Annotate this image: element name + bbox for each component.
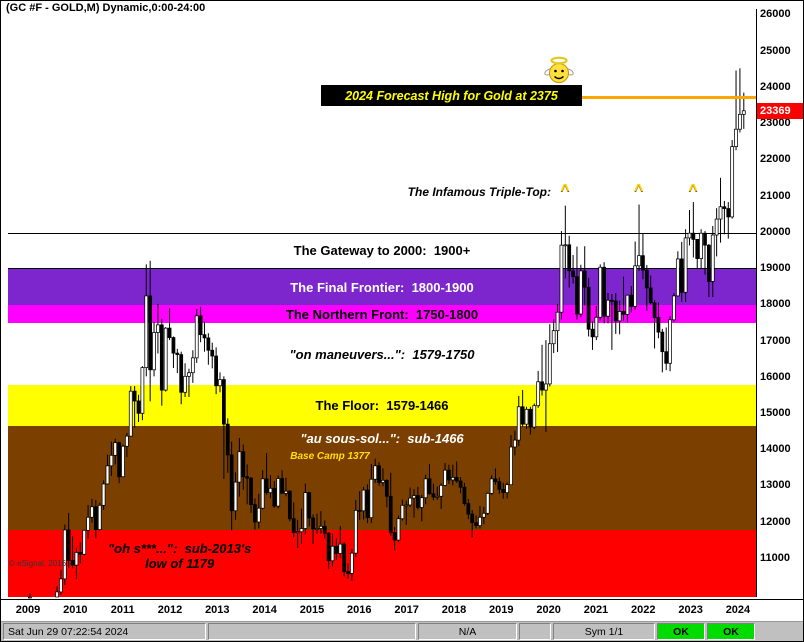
y-tick-label: 19000 bbox=[760, 262, 791, 275]
x-axis: 2009 2010 2011 2012 2013 2014 2015 2016 2017 2018… bbox=[1, 599, 803, 621]
triple-top-label: The Infamous Triple-Top: bbox=[407, 185, 551, 199]
x-year-label: 2017 bbox=[394, 604, 419, 616]
y-tick-label: 25000 bbox=[760, 44, 791, 57]
status-bar: Sat Jun 29 07:22:54 2024 N/A Sym 1/1 OK … bbox=[1, 621, 803, 641]
last-price-label: 23369 bbox=[757, 102, 803, 119]
y-tick-label: 13000 bbox=[760, 479, 791, 492]
band-oh-s bbox=[8, 530, 756, 597]
x-year-label: 2022 bbox=[631, 604, 656, 616]
x-year-label: 2023 bbox=[678, 604, 703, 616]
x-year-label: 2021 bbox=[583, 604, 609, 616]
x-year-label: 2015 bbox=[299, 604, 325, 616]
y-tick-label: 18000 bbox=[760, 298, 791, 311]
x-year-label: 2010 bbox=[63, 604, 88, 616]
y-tick-label: 16000 bbox=[760, 370, 791, 383]
x-year-label: 2012 bbox=[157, 604, 183, 616]
y-tick-label: 15000 bbox=[760, 407, 791, 419]
y-tick-label: 26000 bbox=[760, 8, 791, 21]
x-year-label: 2013 bbox=[205, 604, 230, 616]
status-ok-button-1[interactable]: OK bbox=[657, 623, 705, 640]
status-spacer-2 bbox=[519, 623, 551, 640]
y-tick-label: 17000 bbox=[760, 334, 791, 347]
band-floor bbox=[8, 385, 756, 427]
candles-group bbox=[28, 68, 746, 599]
y-tick-label: 24000 bbox=[760, 80, 791, 93]
y-tick-label: 11000 bbox=[760, 551, 790, 564]
band-gateway bbox=[8, 232, 756, 270]
base-camp-label: Base Camp 1377 bbox=[290, 450, 370, 462]
y-tick-label: 21000 bbox=[760, 189, 791, 202]
x-year-label: 2011 bbox=[110, 604, 135, 616]
status-na-field: N/A bbox=[418, 623, 517, 640]
y-tick-label: 12000 bbox=[760, 515, 791, 528]
status-spacer-1 bbox=[208, 623, 416, 640]
x-year-label: 2009 bbox=[15, 604, 41, 616]
y-tick-label: 14000 bbox=[760, 443, 791, 456]
band-au-sous-sol bbox=[8, 426, 756, 531]
x-year-label: 2014 bbox=[252, 604, 277, 616]
band-on-maneuvers bbox=[8, 323, 756, 386]
y-tick-label: 23000 bbox=[760, 117, 791, 130]
y-axis-line bbox=[756, 9, 757, 597]
forecast-line bbox=[578, 95, 757, 99]
x-year-label: 2020 bbox=[536, 604, 561, 616]
candles-svg bbox=[28, 68, 746, 599]
x-year-label: 2018 bbox=[441, 604, 467, 616]
x-year-label: 2024 bbox=[725, 604, 751, 616]
chart-title: (GC #F - GOLD,M) Dynamic,0:00-24:00 bbox=[6, 2, 206, 14]
status-timestamp: Sat Jun 29 07:22:54 2024 bbox=[3, 623, 206, 640]
x-year-label: 2019 bbox=[489, 604, 514, 616]
y-tick-label: 22000 bbox=[760, 153, 791, 166]
y-axis: 26000 25000 24000 23000 22000 21000 20000 19000… bbox=[758, 1, 803, 599]
copyright-label: © eSignal, 2016 bbox=[9, 559, 67, 568]
forecast-annotation: 2024 Forecast High for Gold at 2375 bbox=[321, 85, 582, 106]
y-tick-label: 20000 bbox=[760, 225, 791, 238]
status-filler bbox=[757, 623, 801, 640]
status-sym-field: Sym 1/1 bbox=[553, 623, 655, 640]
x-year-label: 2016 bbox=[347, 604, 372, 616]
status-ok-button-2[interactable]: OK bbox=[707, 623, 755, 640]
angel-smiley-icon bbox=[544, 56, 574, 83]
chart-area[interactable]: The Gateway to 2000: 1900+ The Final Fro… bbox=[1, 1, 803, 599]
